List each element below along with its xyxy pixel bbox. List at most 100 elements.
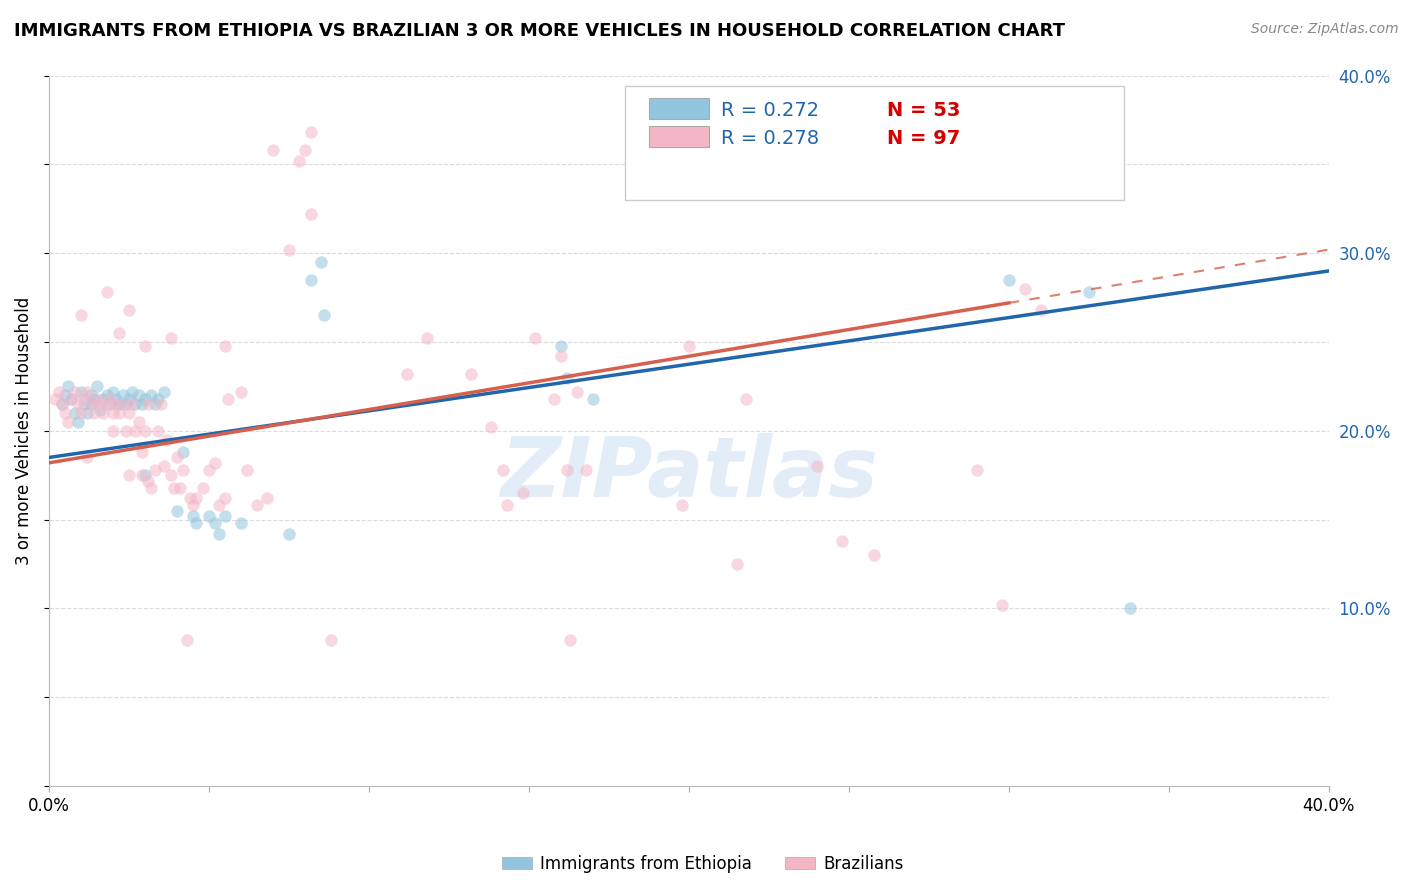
Point [134, 468, 156, 483]
Point [460, 367, 482, 381]
Point [415, 331, 437, 345]
Point [555, 463, 578, 477]
Point [136, 474, 159, 488]
Point [299, 125, 322, 139]
Text: R = 0.278: R = 0.278 [721, 129, 820, 148]
Point [96, 397, 118, 411]
Point [169, 481, 191, 495]
Point [136, 397, 159, 411]
Point [131, 445, 153, 459]
Point [246, 499, 269, 513]
Text: IMMIGRANTS FROM ETHIOPIA VS BRAZILIAN 3 OR MORE VEHICLES IN HOUSEHOLD CORRELATIO: IMMIGRANTS FROM ETHIOPIA VS BRAZILIAN 3 … [14, 22, 1066, 40]
Point [991, 598, 1014, 612]
Point [159, 331, 181, 345]
Point [181, 509, 204, 524]
Point [86, 379, 108, 393]
Point [51, 397, 73, 411]
FancyBboxPatch shape [650, 126, 710, 147]
Point [278, 243, 301, 257]
Point [76, 406, 98, 420]
Point [287, 153, 309, 168]
Point [214, 338, 236, 352]
Point [98, 392, 121, 406]
Point [73, 397, 96, 411]
Point [1014, 282, 1036, 296]
Point [176, 633, 198, 648]
Point [79, 388, 101, 402]
Point [156, 433, 179, 447]
Point [143, 397, 166, 411]
Point [124, 424, 146, 438]
Text: Source: ZipAtlas.com: Source: ZipAtlas.com [1251, 22, 1399, 37]
Point [63, 384, 86, 399]
Point [863, 548, 886, 562]
Point [124, 397, 146, 411]
Point [101, 384, 124, 399]
Point [159, 468, 181, 483]
Point [319, 633, 342, 648]
Point [76, 384, 98, 399]
Point [217, 392, 239, 406]
Point [60, 392, 83, 406]
Point [79, 397, 101, 411]
Point [93, 406, 115, 420]
Point [114, 397, 136, 411]
Point [1029, 303, 1052, 318]
Point [314, 309, 336, 323]
Point [1119, 601, 1142, 615]
Point [53, 388, 76, 402]
Point [725, 557, 748, 571]
Text: N = 97: N = 97 [887, 129, 960, 148]
Point [98, 397, 121, 411]
Point [207, 527, 229, 541]
Point [671, 499, 693, 513]
Point [166, 450, 188, 465]
Point [256, 491, 278, 506]
Point [524, 331, 547, 345]
Point [575, 463, 598, 477]
Point [153, 384, 176, 399]
Point [118, 468, 141, 483]
Point [236, 463, 259, 477]
Point [163, 481, 186, 495]
Point [44, 392, 66, 406]
Point [229, 516, 252, 531]
Point [543, 392, 565, 406]
Point [63, 406, 86, 420]
Point [105, 392, 128, 406]
Point [278, 527, 301, 541]
Point [179, 491, 201, 506]
FancyBboxPatch shape [624, 87, 1123, 200]
Point [101, 424, 124, 438]
Point [101, 406, 124, 420]
Point [153, 459, 176, 474]
Point [108, 406, 131, 420]
Point [118, 303, 141, 318]
Point [204, 516, 226, 531]
Point [51, 397, 73, 411]
Point [710, 95, 733, 110]
Text: R = 0.272: R = 0.272 [721, 101, 820, 120]
Text: ZIPatlas: ZIPatlas [501, 433, 877, 514]
Point [60, 392, 83, 406]
Point [114, 424, 136, 438]
Point [131, 468, 153, 483]
Point [108, 397, 131, 411]
Point [479, 420, 502, 434]
Text: N = 53: N = 53 [887, 101, 960, 120]
Point [70, 406, 93, 420]
Point [262, 143, 284, 157]
Point [299, 273, 322, 287]
Point [134, 424, 156, 438]
Point [128, 388, 150, 402]
Point [186, 491, 208, 506]
Point [166, 504, 188, 518]
Point [214, 509, 236, 524]
Point [48, 384, 70, 399]
Point [89, 402, 111, 417]
Point [118, 406, 141, 420]
Point [204, 456, 226, 470]
Point [560, 633, 582, 648]
Point [89, 397, 111, 411]
Point [831, 533, 853, 548]
